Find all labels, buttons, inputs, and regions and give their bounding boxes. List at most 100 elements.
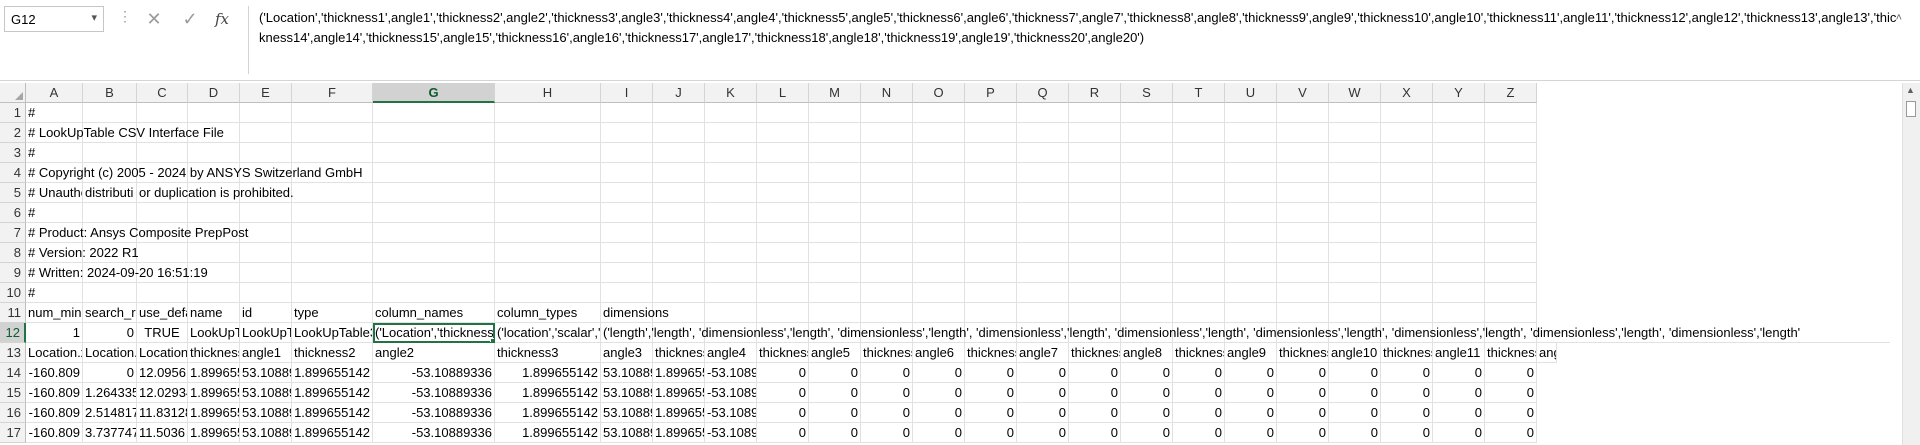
data-cell[interactable]: 0 [1017, 363, 1069, 383]
cell[interactable] [1381, 163, 1433, 183]
row-header-4[interactable]: 4 [0, 163, 26, 183]
data-cell[interactable]: 0 [1433, 423, 1485, 443]
data-cell[interactable]: -53.10889336 [373, 403, 495, 423]
cell[interactable] [1121, 303, 1173, 323]
cell[interactable] [1173, 283, 1225, 303]
cell[interactable] [913, 163, 965, 183]
data-cell[interactable]: 53.10889 [240, 363, 292, 383]
column-header-r[interactable]: R [1069, 83, 1121, 103]
data-cell[interactable]: 0 [757, 403, 809, 423]
column-header-b[interactable]: B [83, 83, 137, 103]
cell[interactable] [1069, 163, 1121, 183]
column-header-d[interactable]: D [188, 83, 240, 103]
cell[interactable] [1485, 143, 1537, 163]
cell[interactable] [861, 143, 913, 163]
cell[interactable] [1225, 203, 1277, 223]
data-cell[interactable]: 0 [1121, 423, 1173, 443]
data-cell[interactable]: 1.264335 [83, 383, 137, 403]
data-cell[interactable]: 3.737747 [83, 423, 137, 443]
data-cell[interactable]: 1.899655142 [495, 383, 601, 403]
row-header-14[interactable]: 14 [0, 363, 26, 383]
cell[interactable] [861, 223, 913, 243]
cell[interactable] [965, 203, 1017, 223]
cell[interactable] [1329, 303, 1381, 323]
cell[interactable] [653, 183, 705, 203]
cell[interactable] [1329, 203, 1381, 223]
cell[interactable] [1433, 183, 1485, 203]
cell[interactable] [1277, 163, 1329, 183]
data-cell[interactable]: 0 [757, 363, 809, 383]
cell[interactable] [1485, 283, 1537, 303]
cell[interactable] [1381, 223, 1433, 243]
data-cell[interactable]: 53.10889 [601, 363, 653, 383]
data-cell[interactable]: 0 [1225, 383, 1277, 403]
row-header-9[interactable]: 9 [0, 263, 26, 283]
cell[interactable] [705, 203, 757, 223]
text-cell[interactable]: # Unauthc [26, 183, 83, 203]
column-header-c[interactable]: C [137, 83, 188, 103]
column-header-p[interactable]: P [965, 83, 1017, 103]
header-cell[interactable]: dimensions [601, 303, 801, 323]
text-cell[interactable]: # [26, 283, 626, 303]
cell[interactable] [1277, 143, 1329, 163]
cell[interactable] [1173, 243, 1225, 263]
data-cell[interactable]: 1.899655142 [495, 423, 601, 443]
cell[interactable] [1121, 283, 1173, 303]
column-header-q[interactable]: Q [1017, 83, 1069, 103]
collapse-formula-bar-icon[interactable]: ˄ [1895, 12, 1902, 24]
data-cell[interactable]: 0 [1485, 363, 1537, 383]
cell[interactable] [1277, 223, 1329, 243]
cell[interactable] [1225, 103, 1277, 123]
data-cell[interactable]: 0 [965, 423, 1017, 443]
data-cell[interactable]: 0 [861, 383, 913, 403]
data-cell[interactable]: 0 [1121, 403, 1173, 423]
row-header-6[interactable]: 6 [0, 203, 26, 223]
cell[interactable] [653, 123, 705, 143]
text-cell[interactable]: # Product: Ansys Composite PrepPost [26, 223, 626, 243]
cell[interactable] [1381, 203, 1433, 223]
column-header-x[interactable]: X [1381, 83, 1433, 103]
cell[interactable] [809, 243, 861, 263]
cell[interactable] [913, 123, 965, 143]
cell[interactable] [1381, 283, 1433, 303]
column-header-y[interactable]: Y [1433, 83, 1485, 103]
data-cell[interactable]: 0 [1381, 383, 1433, 403]
value-cell[interactable]: 0 [83, 323, 137, 343]
cell[interactable] [1069, 123, 1121, 143]
cell[interactable] [1485, 103, 1537, 123]
data-cell[interactable]: 1.899655 [188, 363, 240, 383]
cell[interactable] [1485, 303, 1537, 323]
cell[interactable] [653, 223, 705, 243]
active-cell-g12[interactable]: ('Location','thickness1', [373, 323, 495, 343]
cell[interactable] [1277, 283, 1329, 303]
data-cell[interactable]: 0 [1381, 403, 1433, 423]
column-name-cell[interactable]: thickness [965, 343, 1017, 363]
cell[interactable] [965, 143, 1017, 163]
row-header-15[interactable]: 15 [0, 383, 26, 403]
value-cell[interactable]: 1 [26, 323, 83, 343]
cell[interactable] [1069, 103, 1121, 123]
data-cell[interactable]: 0 [861, 423, 913, 443]
vertical-scrollbar[interactable]: ▲ [1902, 83, 1920, 445]
data-cell[interactable]: 11.83128 [137, 403, 188, 423]
cell[interactable] [1121, 183, 1173, 203]
header-cell[interactable]: search_ra [83, 303, 137, 323]
cell[interactable] [1069, 143, 1121, 163]
column-name-cell[interactable]: thickness [1173, 343, 1225, 363]
column-header-w[interactable]: W [1329, 83, 1381, 103]
data-cell[interactable]: 0 [1173, 363, 1225, 383]
data-cell[interactable]: 1.899655142 [495, 403, 601, 423]
cell[interactable] [757, 283, 809, 303]
cell[interactable] [1069, 203, 1121, 223]
data-cell[interactable]: -53.10889336 [373, 383, 495, 403]
header-cell[interactable]: id [240, 303, 292, 323]
cell[interactable] [965, 103, 1017, 123]
cell[interactable] [653, 283, 705, 303]
row-header-17[interactable]: 17 [0, 423, 26, 443]
data-cell[interactable]: 0 [1069, 423, 1121, 443]
cell[interactable] [757, 243, 809, 263]
column-header-o[interactable]: O [913, 83, 965, 103]
value-cell[interactable]: TRUE [137, 323, 188, 343]
data-cell[interactable]: 0 [757, 423, 809, 443]
cell[interactable] [1485, 243, 1537, 263]
